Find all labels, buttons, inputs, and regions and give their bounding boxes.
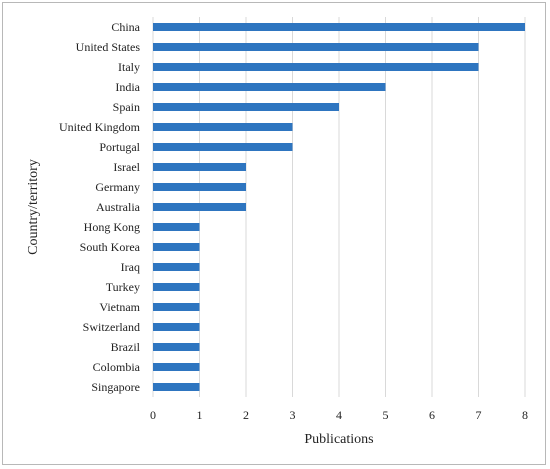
bar-brazil xyxy=(153,343,200,351)
bar-singapore xyxy=(153,383,200,391)
bar-israel xyxy=(153,163,246,171)
bar-italy xyxy=(153,63,479,71)
x-tick-label: 4 xyxy=(336,408,342,422)
category-label: Italy xyxy=(118,60,140,74)
bars xyxy=(153,23,525,391)
category-label: Germany xyxy=(95,180,140,194)
bar-south-korea xyxy=(153,243,200,251)
bar-iraq xyxy=(153,263,200,271)
category-labels: China United States Italy India Spain United … xyxy=(59,20,141,394)
category-label: Iraq xyxy=(121,260,140,274)
bar-turkey xyxy=(153,283,200,291)
x-tick-label: 3 xyxy=(290,408,296,422)
bar-china xyxy=(153,23,525,31)
x-axis-title: Publications xyxy=(304,432,373,447)
bar-spain xyxy=(153,103,339,111)
bar-australia xyxy=(153,203,246,211)
category-label: China xyxy=(111,20,140,34)
category-label: Hong Kong xyxy=(84,220,140,234)
category-label: Turkey xyxy=(106,280,140,294)
x-tick-label: 6 xyxy=(429,408,435,422)
bar-germany xyxy=(153,183,246,191)
category-label: United States xyxy=(76,40,141,54)
x-tick-labels: 0 1 2 3 4 5 6 7 8 xyxy=(150,408,528,422)
category-label: Switzerland xyxy=(83,320,140,334)
category-label: Brazil xyxy=(111,340,141,354)
category-label: Spain xyxy=(113,100,140,114)
x-tick-label: 5 xyxy=(383,408,389,422)
x-tick-label: 0 xyxy=(150,408,156,422)
category-label: Portugal xyxy=(99,140,140,154)
bar-colombia xyxy=(153,363,200,371)
category-label: Singapore xyxy=(91,380,140,394)
x-tick-label: 1 xyxy=(197,408,203,422)
x-tick-label: 7 xyxy=(476,408,482,422)
category-label: Colombia xyxy=(93,360,141,374)
bar-portugal xyxy=(153,143,293,151)
category-label: United Kingdom xyxy=(59,120,141,134)
grid-lines xyxy=(152,17,526,397)
y-axis-title: Country/territory xyxy=(26,159,41,255)
chart-frame xyxy=(2,2,546,465)
bar-hong-kong xyxy=(153,223,200,231)
bar-united-states xyxy=(153,43,479,51)
category-label: Australia xyxy=(96,200,141,214)
category-label: India xyxy=(115,80,140,94)
bar-switzerland xyxy=(153,323,200,331)
category-label: Vietnam xyxy=(99,300,140,314)
bar-india xyxy=(153,83,386,91)
bar-united-kingdom xyxy=(153,123,293,131)
category-label: Israel xyxy=(113,160,140,174)
x-tick-label: 8 xyxy=(522,408,528,422)
bar-vietnam xyxy=(153,303,200,311)
category-label: South Korea xyxy=(80,240,141,254)
x-tick-label: 2 xyxy=(243,408,249,422)
